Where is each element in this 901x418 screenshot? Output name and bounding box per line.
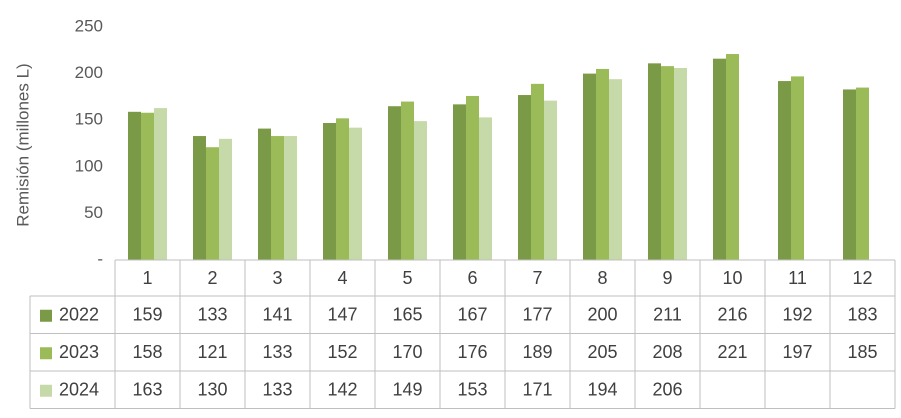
- x-tick-label: 8: [597, 268, 607, 288]
- y-tick-label: 250: [75, 16, 103, 35]
- bar: [284, 136, 297, 260]
- table-value: 142: [327, 380, 357, 400]
- table-value: 147: [327, 305, 357, 325]
- table-value: 165: [392, 305, 422, 325]
- table-value: 141: [262, 305, 292, 325]
- bar: [843, 89, 856, 260]
- table-value: 130: [197, 380, 227, 400]
- table-value: 211: [653, 305, 682, 325]
- table-value: 200: [587, 305, 617, 325]
- bar: [401, 101, 414, 260]
- bar: [193, 136, 206, 260]
- legend-swatch: [40, 309, 52, 322]
- bar: [791, 76, 804, 260]
- table-value: 152: [327, 342, 357, 362]
- table-value: 192: [782, 305, 812, 325]
- table-value: 133: [262, 380, 292, 400]
- table-value: 177: [522, 305, 552, 325]
- x-tick-label: 5: [402, 268, 412, 288]
- table-value: 197: [782, 342, 812, 362]
- bar: [453, 104, 466, 260]
- table-value: 216: [717, 305, 747, 325]
- legend-label: 2024: [59, 380, 99, 400]
- bar: [323, 122, 336, 260]
- bar: [713, 58, 726, 260]
- y-axis-label: Remisión (millones L): [13, 63, 32, 226]
- x-tick-label: 6: [467, 268, 477, 288]
- x-tick-label: 10: [722, 268, 742, 288]
- legend-label: 2022: [59, 305, 99, 325]
- bar: [128, 111, 141, 260]
- legend-swatch: [40, 384, 52, 397]
- bar: [531, 83, 544, 261]
- x-tick-label: 2: [207, 268, 217, 288]
- x-tick-label: 1: [142, 268, 152, 288]
- bar: [544, 100, 557, 261]
- bar: [596, 68, 609, 260]
- bar: [258, 128, 271, 260]
- y-tick-label: 100: [75, 156, 103, 175]
- bar: [726, 54, 739, 260]
- bar: [518, 95, 531, 260]
- bar: [336, 118, 349, 260]
- table-value: 167: [457, 305, 487, 325]
- table-value: 158: [132, 342, 162, 362]
- bar: [609, 79, 622, 260]
- table-value: 171: [522, 380, 552, 400]
- table-value: 189: [522, 342, 552, 362]
- bar: [219, 138, 232, 260]
- bar: [388, 106, 401, 260]
- table-value: 206: [652, 380, 682, 400]
- x-tick-label: 3: [272, 268, 282, 288]
- table-value: 221: [717, 342, 747, 362]
- bar: [271, 136, 284, 260]
- table-value: 133: [262, 342, 292, 362]
- table-value: 170: [392, 342, 422, 362]
- table-value: 153: [457, 380, 487, 400]
- legend-label: 2023: [59, 342, 99, 362]
- x-tick-label: 9: [662, 268, 672, 288]
- y-tick-label: 200: [75, 63, 103, 82]
- bar: [479, 117, 492, 261]
- bar: [583, 73, 596, 260]
- bar: [778, 81, 791, 260]
- x-tick-label: 7: [532, 268, 542, 288]
- bar: [661, 66, 674, 260]
- table-value: 194: [587, 380, 617, 400]
- bar: [414, 121, 427, 260]
- bar: [349, 127, 362, 260]
- x-tick-label: 11: [788, 268, 807, 288]
- bar: [466, 95, 479, 260]
- table-value: 185: [847, 342, 877, 362]
- x-tick-label: 12: [852, 268, 872, 288]
- table-value: 121: [197, 342, 227, 362]
- table-value: 183: [847, 305, 877, 325]
- bar: [206, 147, 219, 260]
- table-value: 133: [197, 305, 227, 325]
- table-value: 176: [457, 342, 487, 362]
- y-tick-label: -: [97, 249, 103, 268]
- table-value: 205: [587, 342, 617, 362]
- table-value: 159: [132, 305, 162, 325]
- bar: [141, 112, 154, 260]
- bar: [674, 68, 687, 261]
- legend-swatch: [40, 347, 52, 360]
- y-tick-label: 50: [84, 203, 103, 222]
- bar: [648, 63, 661, 261]
- bar: [856, 87, 869, 260]
- x-tick-label: 4: [337, 268, 347, 288]
- table-value: 149: [392, 380, 422, 400]
- bar: [154, 108, 167, 260]
- table-value: 163: [132, 380, 162, 400]
- table-value: 208: [652, 342, 682, 362]
- y-tick-label: 150: [75, 110, 103, 129]
